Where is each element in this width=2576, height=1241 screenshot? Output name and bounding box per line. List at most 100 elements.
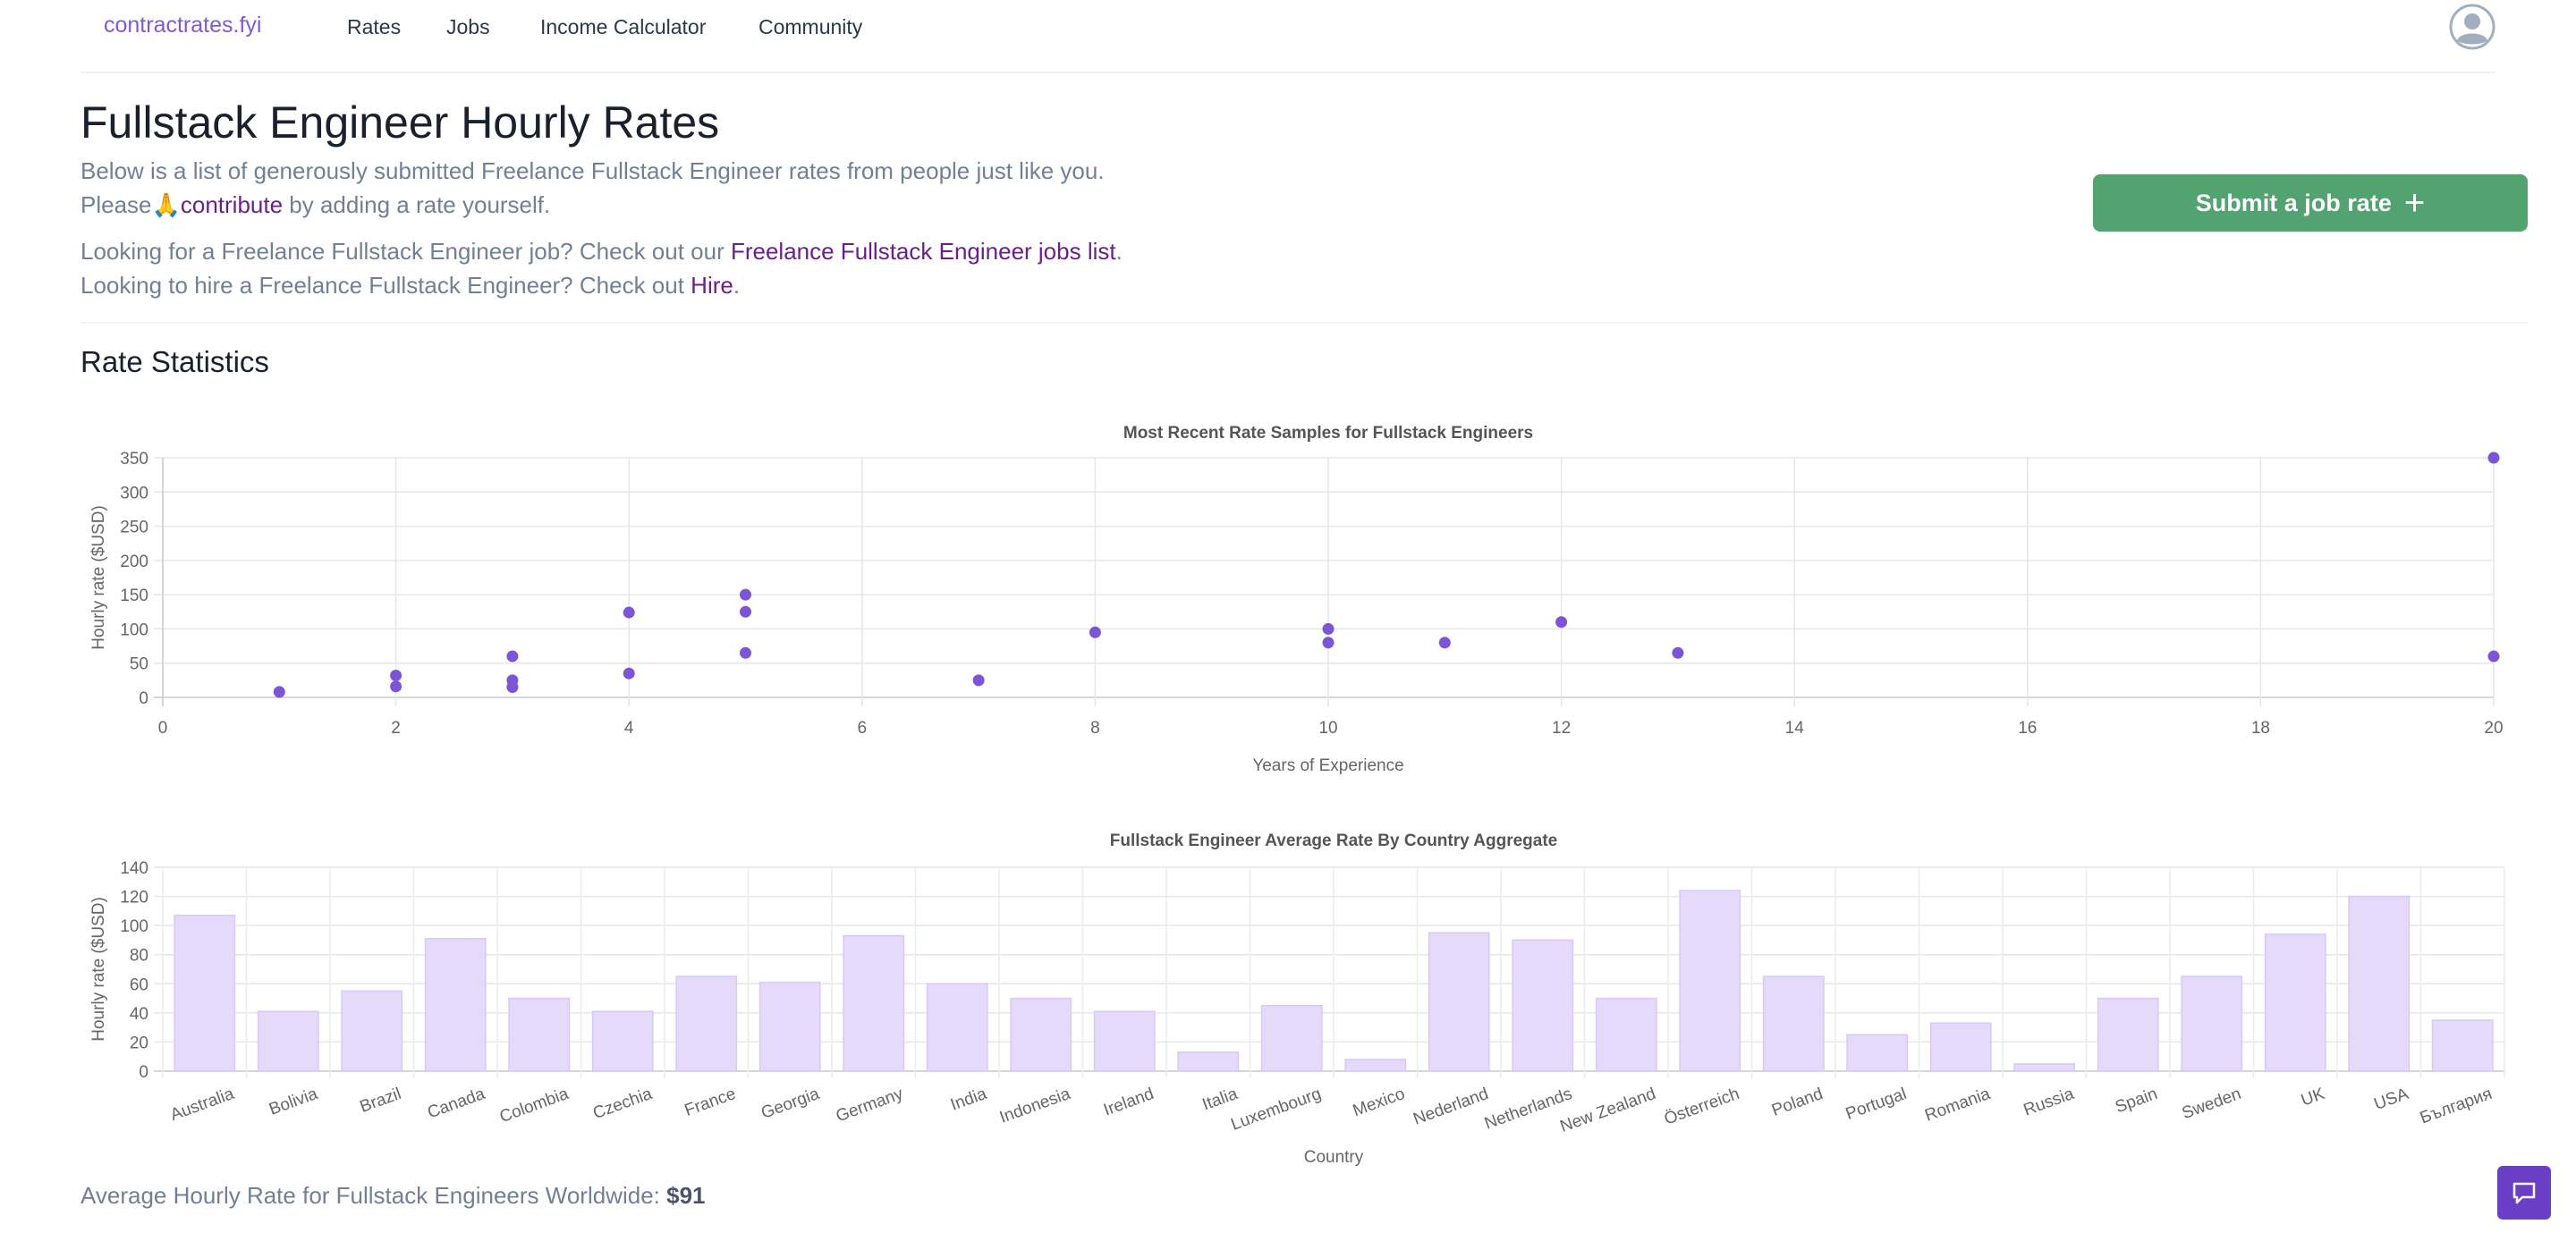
y-tick-label: 20 [130, 1034, 148, 1052]
top-navbar: contractrates.fyi Rates Jobs Income Calc… [80, 0, 2496, 73]
x-tick-label: 18 [2251, 719, 2270, 738]
x-axis-label: Years of Experience [1252, 756, 1403, 775]
bar [257, 1010, 319, 1072]
x-tick-label: UK [2299, 1085, 2327, 1110]
bar [758, 981, 821, 1072]
x-tick-label: India [948, 1085, 989, 1115]
y-tick-label: 100 [120, 620, 148, 639]
rate-samples-scatter-chart: Most Recent Rate Samples for Fullstack E… [89, 424, 2504, 775]
hire-text: Looking to hire a Freelance Fullstack En… [80, 272, 740, 300]
x-tick-label: Portugal [1843, 1085, 1910, 1124]
bar [1512, 939, 1574, 1072]
x-tick-label: 6 [858, 719, 868, 738]
x-tick-label: Bolivia [267, 1085, 320, 1119]
bar [1344, 1059, 1407, 1072]
x-tick-label: Georgia [758, 1085, 822, 1123]
average-rate-text: Average Hourly Rate for Fullstack Engine… [80, 1182, 706, 1210]
data-point [740, 646, 751, 659]
x-tick-label: France [682, 1085, 739, 1120]
data-point [2487, 650, 2500, 663]
x-tick-label: Brazil [358, 1085, 404, 1117]
bar [2348, 895, 2411, 1072]
bar [675, 975, 738, 1072]
data-point [623, 606, 635, 619]
contribute-suffix: by adding a rate yourself. [283, 191, 551, 218]
bar [341, 990, 403, 1072]
page-title: Fullstack Engineer Hourly Rates [80, 97, 720, 148]
data-point [506, 650, 519, 663]
x-tick-label: Italia [1200, 1085, 1241, 1115]
y-axis-label: Hourly rate ($USD) [89, 897, 108, 1042]
bar [1679, 890, 1741, 1072]
bar [174, 914, 236, 1072]
x-tick-label: 16 [2018, 719, 2037, 738]
y-axis-label: Hourly rate ($USD) [89, 505, 108, 650]
y-tick-label: 150 [120, 587, 148, 605]
bar [1177, 1051, 1240, 1072]
rate-statistics-heading: Rate Statistics [80, 345, 269, 378]
bar [1595, 997, 1657, 1072]
nav-link-rates[interactable]: Rates [347, 15, 402, 38]
x-tick-label: Sweden [2180, 1085, 2244, 1123]
bar [591, 1010, 654, 1072]
bar [926, 983, 988, 1072]
x-tick-label: Canada [425, 1085, 487, 1123]
y-tick-label: 300 [120, 484, 148, 502]
x-tick-label: Australia [168, 1085, 237, 1125]
x-tick-label: Poland [1769, 1085, 1826, 1120]
x-tick-label: Österreich [1662, 1085, 1742, 1129]
x-tick-label: Nederland [1411, 1085, 1491, 1129]
y-tick-label: 50 [130, 655, 148, 674]
y-tick-label: 200 [120, 553, 148, 571]
y-tick-label: 0 [139, 689, 148, 708]
average-rate-value: $91 [666, 1182, 706, 1209]
x-tick-label: 20 [2484, 719, 2503, 738]
user-circle-icon[interactable] [2449, 4, 2496, 50]
data-point [1438, 637, 1451, 649]
bar [2264, 933, 2326, 1072]
bar [1093, 1010, 1156, 1072]
bar [2097, 997, 2159, 1072]
bar [424, 938, 487, 1072]
chat-button[interactable] [2497, 1166, 2551, 1220]
x-tick-label: New Zealand [1558, 1085, 1658, 1136]
nav-link-income-calculator[interactable]: Income Calculator [540, 15, 707, 38]
country-average-bar-chart: Fullstack Engineer Average Rate By Count… [89, 832, 2505, 1167]
hire-link[interactable]: Hire [691, 272, 733, 299]
contribute-link[interactable]: contribute [180, 191, 284, 218]
brand-logo-link[interactable]: contractrates.fyi [104, 13, 262, 38]
data-point [390, 669, 402, 681]
chart-title: Fullstack Engineer Average Rate By Count… [1110, 832, 1557, 850]
y-tick-label: 60 [130, 975, 148, 994]
y-tick-label: 120 [120, 889, 148, 908]
x-tick-label: 14 [1785, 719, 1805, 738]
data-point [273, 686, 285, 698]
intro-text: Below is a list of generously submitted … [80, 157, 1105, 184]
x-tick-label: USA [2372, 1085, 2411, 1114]
y-tick-label: 40 [130, 1005, 148, 1024]
section-divider [80, 322, 2528, 324]
x-tick-label: Colombia [497, 1085, 572, 1127]
x-tick-label: Indonesia [997, 1085, 1073, 1127]
bar [2013, 1063, 2076, 1072]
x-tick-label: Ireland [1101, 1085, 1157, 1120]
data-point [1555, 616, 1568, 629]
y-tick-label: 250 [120, 519, 148, 537]
bar [1010, 997, 1072, 1072]
jobs-list-link[interactable]: Freelance Fullstack Engineer jobs list [730, 238, 1116, 265]
x-tick-label: Spain [2113, 1085, 2160, 1117]
nav-link-jobs[interactable]: Jobs [446, 15, 490, 38]
data-point [623, 667, 635, 680]
data-point [972, 674, 985, 687]
submit-job-rate-button[interactable]: Submit a job rate + [2093, 174, 2528, 232]
x-tick-label: Mexico [1351, 1085, 1408, 1120]
y-tick-label: 350 [120, 450, 148, 469]
y-tick-label: 140 [120, 859, 148, 878]
jobs-prefix: Looking for a Freelance Fullstack Engine… [80, 238, 731, 265]
bar [2431, 1019, 2494, 1072]
x-tick-label: 8 [1090, 719, 1100, 738]
bar [2181, 975, 2243, 1072]
data-point [1322, 637, 1335, 649]
bar [843, 934, 905, 1072]
nav-link-community[interactable]: Community [758, 15, 863, 38]
